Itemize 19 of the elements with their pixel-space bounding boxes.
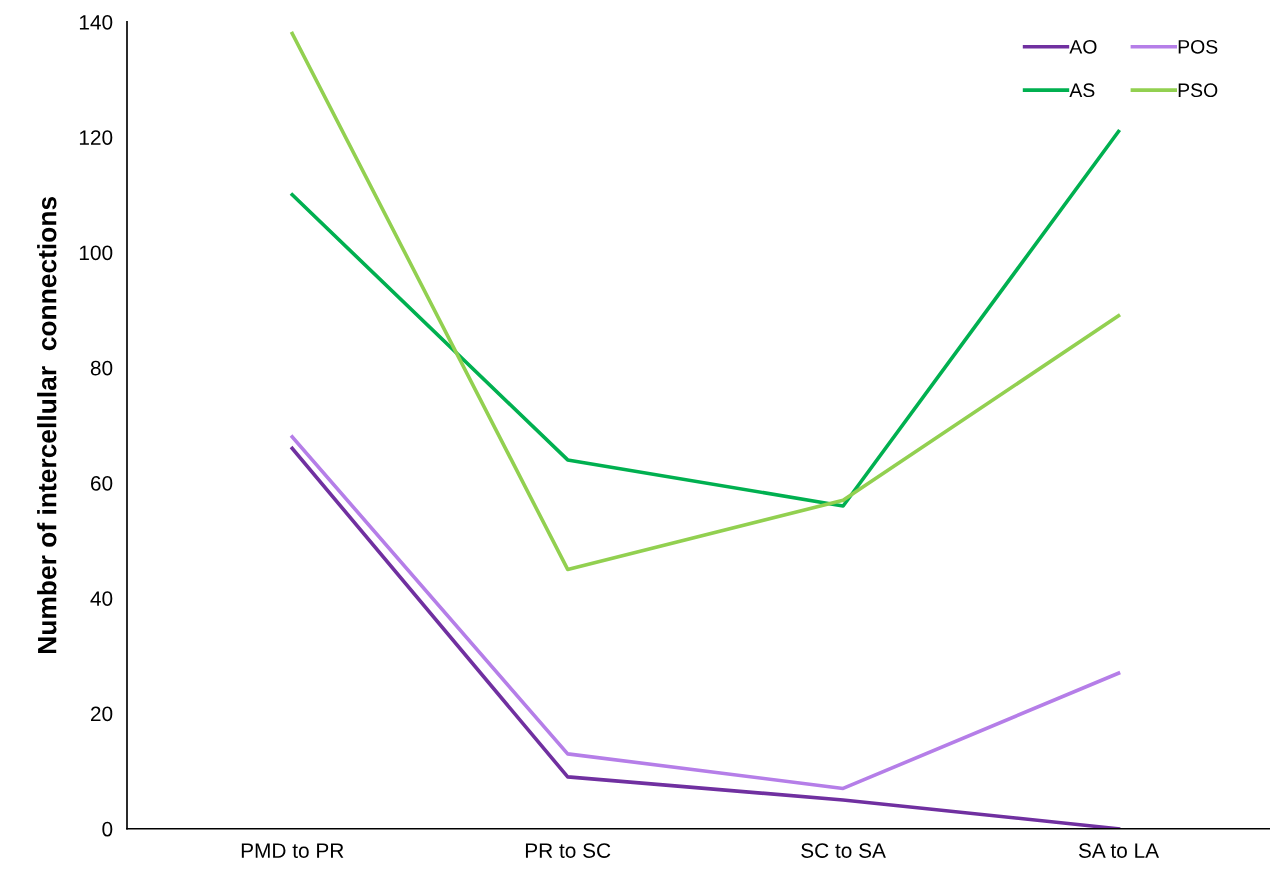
legend-label: POS — [1178, 39, 1218, 54]
y-tick-label: 100 — [79, 245, 113, 261]
y-tick-label: 20 — [90, 706, 113, 722]
x-tick-label: PR to SC — [525, 843, 611, 858]
y-tick-label: 120 — [79, 130, 113, 145]
y-tick-label: 0 — [102, 821, 113, 837]
y-tick-label: 40 — [90, 591, 113, 606]
legend-label: AO — [1069, 39, 1097, 54]
x-tick-label: PMD to PR — [241, 843, 344, 858]
x-tick-label: SA to LA — [1078, 843, 1160, 858]
legend-label: PSO — [1178, 83, 1218, 98]
line-series — [290, 129, 1121, 508]
line-series — [290, 31, 1121, 572]
y-tick-label: 60 — [91, 475, 113, 491]
legend-label: AS — [1069, 83, 1095, 98]
y-tick-label: 140 — [79, 14, 113, 30]
y-axis-title: Number of intercellular connections — [37, 196, 57, 654]
x-tick-label: SC to SA — [801, 843, 886, 858]
y-tick-label: 80 — [90, 360, 113, 376]
